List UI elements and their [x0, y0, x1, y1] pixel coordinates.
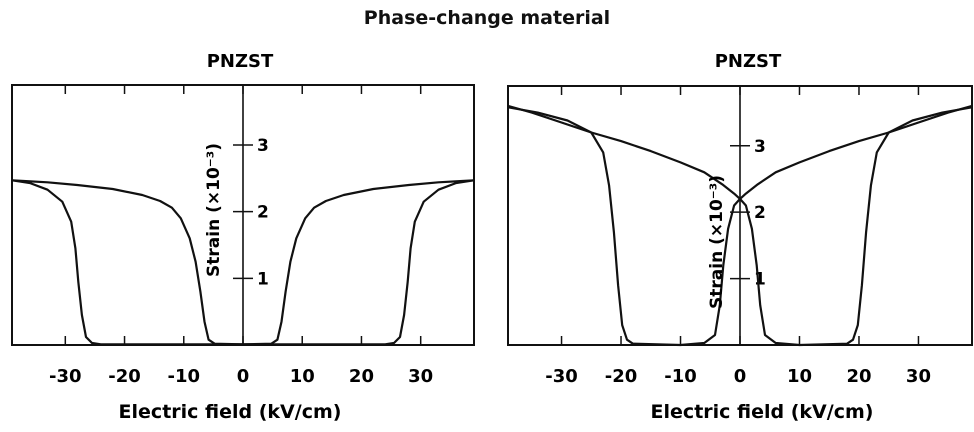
left-chart-panel: PNZST -30 -20 -10 0 10 20 30 1 2 3 Electric field … — [11, 51, 475, 423]
right-chart-panel: PNZST -30 -20 -10 0 10 20 30 1 2 3 Electric field … — [507, 51, 973, 423]
chart-title: PNZST — [207, 51, 274, 72]
chart-title: PNZST — [715, 51, 782, 72]
y-tick-label: 3 — [257, 136, 269, 156]
strain-curve-1 — [507, 104, 973, 347]
strain-curve-2 — [11, 179, 475, 346]
x-tick-label: -20 — [108, 366, 141, 387]
x-tick-label: 20 — [349, 366, 374, 387]
x-tick-label: 0 — [734, 366, 747, 387]
y-tick-label: 1 — [754, 270, 766, 290]
y-axis-label: Strain (×10⁻³) — [707, 175, 727, 309]
y-tick-label: 2 — [754, 203, 766, 223]
x-tick-label: -10 — [168, 366, 201, 387]
strain-curve-2 — [507, 104, 973, 347]
x-tick-label: 0 — [237, 366, 250, 387]
x-tick-label: 10 — [290, 366, 315, 387]
y-axis-label: Strain (×10⁻³) — [204, 143, 224, 277]
y-tick-label: 1 — [257, 269, 269, 289]
x-tick-label: 30 — [906, 366, 931, 387]
x-tick-label: -30 — [545, 366, 578, 387]
x-tick-label: 10 — [787, 366, 812, 387]
y-tick-label: 2 — [257, 203, 269, 223]
x-axis-label: Electric field (kV/cm) — [119, 401, 342, 423]
y-tick-label: 3 — [754, 137, 766, 157]
x-tick-label: 30 — [408, 366, 433, 387]
strain-curve-1 — [11, 179, 475, 346]
x-tick-label: -30 — [49, 366, 82, 387]
x-tick-label: 20 — [846, 366, 871, 387]
x-axis-label: Electric field (kV/cm) — [651, 401, 874, 423]
x-tick-label: -10 — [664, 366, 697, 387]
x-tick-label: -20 — [605, 366, 638, 387]
figure-title: Phase-change material — [363, 7, 611, 29]
